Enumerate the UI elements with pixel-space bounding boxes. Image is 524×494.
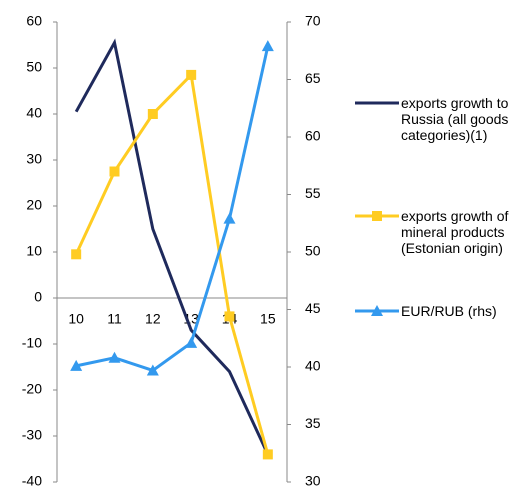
marker: [224, 311, 235, 322]
y-tick-label: -10: [22, 335, 42, 351]
y2-tick-label: 65: [305, 70, 321, 86]
y2-tick-label: 50: [305, 243, 321, 259]
legend-label: exports growth of mineral products (Esto…: [401, 208, 509, 256]
y2-tick-label: 40: [305, 358, 321, 374]
marker: [146, 364, 159, 376]
marker: [223, 212, 236, 224]
legend-label: EUR/RUB (rhs): [401, 303, 497, 319]
marker: [108, 351, 121, 363]
y-tick-label: -30: [22, 427, 42, 443]
y-tick-label: 50: [26, 59, 42, 75]
legend-item: EUR/RUB (rhs): [355, 303, 523, 319]
y-tick-label: -40: [22, 473, 42, 489]
marker: [185, 336, 198, 348]
series-line: [74, 71, 270, 455]
marker: [261, 40, 274, 52]
legend-label: exports growth to Russia (all goods cate…: [401, 95, 509, 143]
series-line: [74, 38, 270, 456]
legend-marker: [371, 305, 383, 316]
legend-marker: [372, 211, 382, 221]
y-tick-label: 10: [26, 243, 42, 259]
legend-swatch: [355, 211, 399, 221]
y2-tick-label: 30: [305, 473, 321, 489]
series-line: [75, 45, 270, 373]
y-tick-label: 30: [26, 151, 42, 167]
x-tick-label: 12: [145, 311, 161, 327]
marker: [186, 69, 197, 80]
y-tick-label: 60: [26, 13, 42, 29]
y-tick-label: 0: [34, 289, 42, 305]
y2-tick-label: 70: [305, 13, 321, 29]
x-tick-label: 11: [107, 311, 122, 327]
marker: [109, 166, 120, 177]
legend-swatch: [355, 101, 399, 105]
y-tick-label: -20: [22, 381, 42, 397]
y-tick-label: 20: [26, 197, 42, 213]
marker: [71, 249, 82, 260]
x-tick-label: 10: [68, 311, 84, 327]
y2-tick-label: 35: [305, 415, 321, 431]
marker: [262, 449, 273, 460]
y-tick-label: 40: [26, 105, 42, 121]
marker: [70, 359, 83, 371]
y2-tick-label: 60: [305, 128, 321, 144]
marker: [147, 109, 158, 119]
y2-tick-label: 45: [305, 300, 321, 316]
y2-tick-label: 55: [305, 185, 321, 201]
legend-item: exports growth of mineral products (Esto…: [355, 208, 523, 256]
x-tick-label: 15: [260, 311, 276, 327]
legend-item: exports growth to Russia (all goods cate…: [355, 95, 523, 143]
legend-swatch: [355, 305, 399, 316]
